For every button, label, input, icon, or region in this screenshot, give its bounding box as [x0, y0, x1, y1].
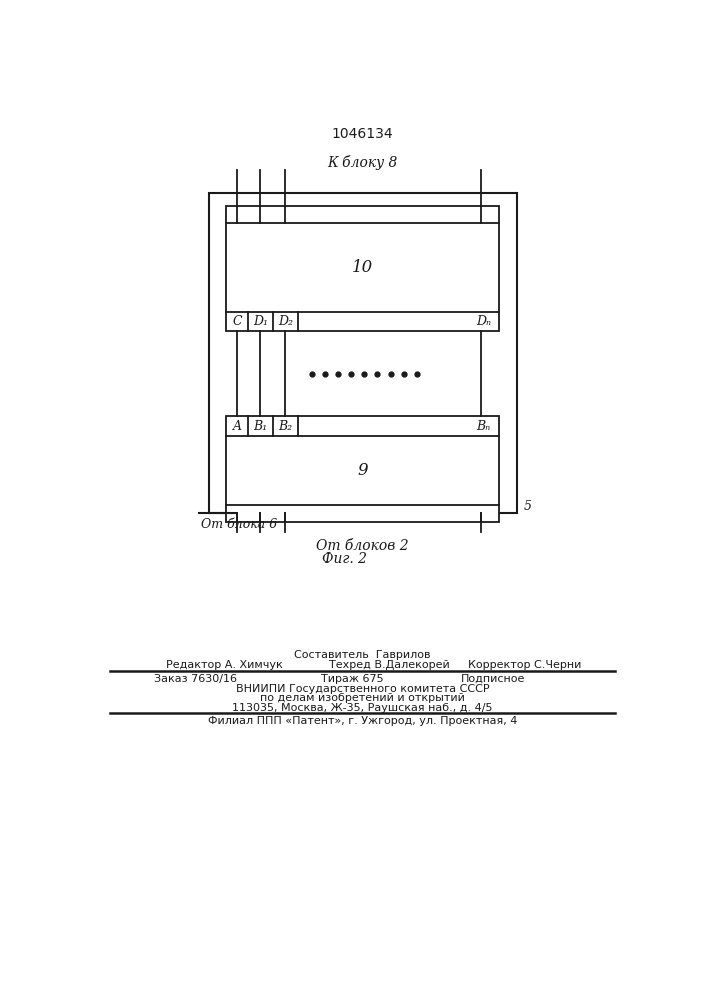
- Text: D₂: D₂: [278, 315, 293, 328]
- Text: 10: 10: [352, 259, 373, 276]
- Text: Редактор А. Химчук: Редактор А. Химчук: [166, 660, 283, 670]
- Text: по делам изобретений и открытий: по делам изобретений и открытий: [260, 693, 465, 703]
- Text: К блоку 8: К блоку 8: [327, 155, 398, 170]
- Text: От блоков 2: От блоков 2: [317, 539, 409, 553]
- Bar: [226, 206, 499, 331]
- Text: B₁: B₁: [253, 420, 267, 433]
- Text: Техред В.Далекорей: Техред В.Далекорей: [329, 660, 450, 670]
- Text: 9: 9: [358, 462, 368, 479]
- Bar: [209, 193, 517, 513]
- Text: Корректор С.Черни: Корректор С.Черни: [468, 660, 581, 670]
- Text: Bₙ: Bₙ: [477, 420, 491, 433]
- Text: A: A: [233, 420, 242, 433]
- Text: ВНИИПИ Государственного комитета СССР: ВНИИПИ Государственного комитета СССР: [236, 684, 489, 694]
- Text: Составитель  Гаврилов: Составитель Гаврилов: [295, 650, 431, 660]
- Text: От блока 6: От блока 6: [201, 518, 277, 531]
- Text: 1046134: 1046134: [332, 127, 394, 141]
- Text: Dₙ: Dₙ: [476, 315, 491, 328]
- Bar: [226, 416, 499, 522]
- Text: Тираж 675: Тираж 675: [321, 674, 383, 684]
- Text: B₂: B₂: [278, 420, 292, 433]
- Text: Фиг. 2: Фиг. 2: [322, 552, 367, 566]
- Text: Подписное: Подписное: [460, 674, 525, 684]
- Text: 5: 5: [524, 500, 532, 513]
- Text: 113035, Москва, Ж-35, Раушская наб., д. 4/5: 113035, Москва, Ж-35, Раушская наб., д. …: [233, 703, 493, 713]
- Text: Заказ 7630/16: Заказ 7630/16: [154, 674, 238, 684]
- Text: D₁: D₁: [253, 315, 268, 328]
- Text: C: C: [233, 315, 242, 328]
- Text: Филиал ППП «Патент», г. Ужгород, ул. Проектная, 4: Филиал ППП «Патент», г. Ужгород, ул. Про…: [208, 716, 518, 726]
